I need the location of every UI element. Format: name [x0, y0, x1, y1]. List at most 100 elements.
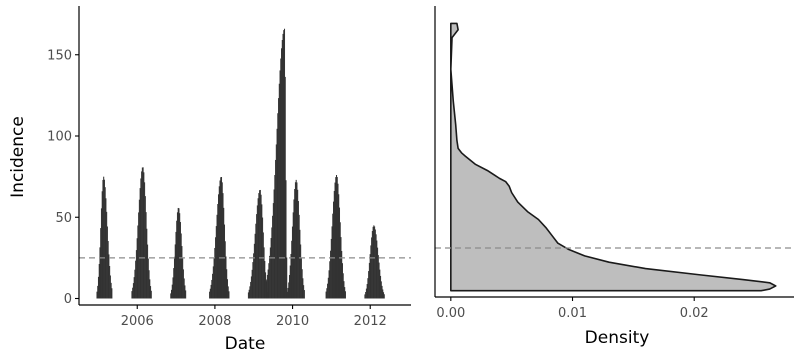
incidence-bar-5-10: [272, 203, 274, 299]
incidence-bar-2-5: [173, 256, 176, 299]
left-x-tick-label: 2010: [276, 314, 309, 329]
incidence-bar-6-19: [300, 257, 302, 299]
incidence-bar-1-23: [148, 270, 150, 299]
incidence-bar-5-0: [265, 283, 267, 299]
incidence-bar-8-21: [380, 275, 382, 299]
incidence-bar-2-2: [171, 284, 173, 299]
incidence-bar-8-0: [364, 294, 366, 299]
incidence-bar-4-3: [250, 281, 252, 299]
incidence-bar-2-13: [179, 222, 181, 299]
incidence-bar-3-24: [226, 279, 228, 299]
incidence-bar-1-25: [150, 286, 152, 299]
incidence-bar-1-18: [144, 196, 146, 299]
incidence-bar-0-10: [103, 179, 105, 299]
incidence-bar-6-3: [288, 275, 291, 299]
incidence-bar-6-5: [290, 253, 292, 299]
incidence-bar-3-13: [218, 186, 220, 299]
incidence-bar-6-21: [302, 278, 304, 299]
incidence-bar-7-17: [338, 194, 340, 299]
incidence-bar-5-8: [271, 227, 273, 299]
incidence-bar-1-22: [147, 258, 149, 299]
incidence-bar-6-13: [296, 182, 298, 299]
incidence-bar-2-11: [178, 208, 180, 299]
incidence-bar-4-12: [256, 205, 258, 299]
incidence-bar-4-15: [259, 190, 261, 299]
incidence-bar-2-12: [179, 213, 181, 299]
incidence-bar-8-12: [373, 225, 375, 299]
incidence-bar-5-27: [285, 180, 287, 299]
incidence-bar-0-14: [106, 226, 108, 299]
incidence-bar-6-14: [297, 189, 299, 299]
right-x-tick-label: 0.02: [680, 306, 709, 321]
left-y-tick-label: 50: [55, 211, 72, 226]
incidence-bar-4-1: [248, 289, 250, 299]
incidence-bar-3-4: [212, 273, 214, 299]
incidence-bar-7-8: [331, 226, 333, 299]
incidence-bar-4-6: [252, 262, 254, 299]
incidence-bar-2-4: [173, 268, 175, 299]
incidence-bar-0-5: [100, 228, 102, 299]
incidence-bar-2-17: [182, 269, 184, 299]
incidence-bar-7-3: [327, 277, 329, 299]
incidence-bar-7-21: [341, 250, 343, 299]
incidence-bar-7-26: [344, 291, 346, 299]
incidence-bar-5-12: [274, 175, 276, 299]
incidence-bar-0-20: [111, 288, 113, 299]
incidence-bar-4-9: [254, 233, 256, 299]
incidence-bar-1-3: [133, 277, 135, 299]
incidence-bar-7-15: [336, 177, 338, 299]
incidence-bar-4-7: [253, 253, 255, 299]
incidence-bar-8-4: [367, 278, 369, 299]
incidence-bar-8-25: [383, 292, 385, 299]
incidence-bar-1-8: [137, 225, 139, 299]
incidence-bar-5-16: [277, 113, 279, 299]
incidence-bar-5-14: [275, 144, 277, 299]
incidence-bar-8-5: [368, 271, 370, 299]
left-x-ticks: 2006 2008 2010 2012: [121, 305, 387, 329]
left-y-ticks: 0 50 100 150: [47, 48, 79, 307]
incidence-bar-0-4: [99, 247, 101, 299]
incidence-bar-3-21: [224, 241, 226, 299]
incidence-bar-1-7: [136, 238, 138, 299]
incidence-bar-6-9: [293, 199, 295, 299]
incidence-bar-6-22: [303, 285, 305, 299]
incidence-bar-1-6: [135, 250, 137, 299]
incidence-bar-3-7: [214, 247, 216, 299]
incidence-bar-3-6: [213, 257, 215, 299]
incidence-bar-3-1: [209, 288, 211, 299]
left-y-axis-title: Incidence: [8, 116, 28, 198]
incidence-bar-4-16: [259, 189, 261, 299]
incidence-bars: [96, 28, 385, 299]
incidence-bar-5-23: [282, 33, 284, 299]
incidence-bar-5-28: [286, 257, 288, 299]
incidence-bar-1-2: [132, 283, 134, 299]
incidence-bar-0-6: [100, 208, 102, 299]
incidence-bar-7-16: [337, 183, 339, 299]
incidence-bar-8-2: [365, 288, 367, 299]
incidence-bar-1-13: [141, 171, 143, 299]
incidence-bar-1-11: [139, 188, 141, 299]
incidence-bar-7-25: [344, 287, 346, 299]
incidence-bar-4-14: [258, 193, 260, 299]
incidence-bar-3-19: [223, 207, 225, 299]
incidence-bar-6-15: [297, 201, 299, 299]
incidence-bar-8-8: [370, 245, 372, 299]
incidence-bar-3-14: [219, 180, 221, 299]
incidence-bar-6-11: [294, 182, 296, 299]
incidence-bar-8-3: [366, 284, 368, 299]
incidence-bar-8-6: [368, 262, 370, 299]
incidence-bar-5-4: [268, 263, 270, 299]
incidence-bar-0-17: [109, 265, 111, 299]
incidence-bar-2-15: [181, 246, 183, 299]
incidence-bar-7-13: [335, 177, 337, 299]
incidence-bar-4-8: [253, 243, 255, 299]
incidence-bar-7-22: [341, 263, 343, 299]
incidence-bar-6-6: [291, 240, 293, 299]
incidence-bar-7-24: [343, 281, 345, 299]
incidence-bar-1-15: [142, 167, 144, 299]
incidence-bar-8-1: [365, 292, 367, 299]
incidence-bar-7-9: [332, 213, 334, 299]
incidence-bar-4-4: [250, 276, 252, 299]
incidence-bar-1-20: [146, 228, 148, 299]
incidence-bar-2-10: [177, 207, 179, 299]
